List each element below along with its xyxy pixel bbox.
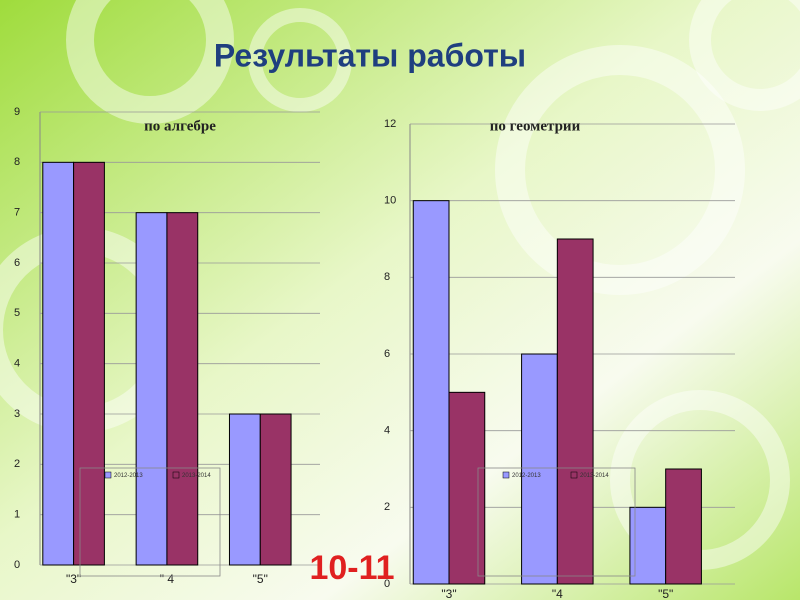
y-tick-label: 4: [384, 425, 390, 437]
legend-label: 2013-2014: [182, 473, 211, 479]
y-tick-label: 2: [384, 501, 390, 513]
x-tick-label: "4: [552, 587, 563, 600]
y-tick-label: 2: [14, 458, 20, 470]
y-tick-label: 9: [14, 106, 20, 118]
bar: [556, 238, 594, 585]
x-tick-label: "5": [253, 572, 268, 586]
y-tick-label: 8: [14, 156, 20, 168]
y-tick-label: 6: [384, 348, 390, 360]
y-tick-label: 4: [14, 358, 20, 370]
legend-box: [477, 467, 636, 577]
legend-label: 2012-2013: [114, 473, 143, 479]
y-tick-label: 5: [14, 307, 20, 319]
legend-label: 2012-2013: [512, 473, 541, 479]
bar: [42, 161, 75, 566]
bar: [521, 353, 558, 585]
legend-swatch: [172, 471, 180, 479]
chart-title: по алгебре: [144, 118, 216, 134]
y-tick-label: 3: [14, 408, 20, 420]
y-tick-label: 7: [14, 207, 20, 219]
x-tick-label: "3": [441, 587, 456, 600]
x-tick-label: " 4: [160, 572, 175, 586]
legend-label: 2013-2014: [580, 473, 609, 479]
legend-swatch: [502, 471, 510, 479]
bar: [448, 391, 486, 585]
x-tick-label: "5": [658, 587, 673, 600]
y-tick-label: 0: [384, 578, 390, 590]
bar: [665, 468, 702, 585]
legend-swatch: [570, 471, 578, 479]
y-tick-label: 12: [384, 118, 396, 130]
bar: [629, 506, 667, 585]
bar: [73, 161, 105, 566]
legend-swatch: [104, 471, 112, 479]
bar: [135, 212, 168, 566]
bar: [412, 200, 450, 585]
y-tick-label: 1: [14, 509, 20, 521]
y-tick-label: 0: [14, 559, 20, 571]
bar: [166, 212, 199, 566]
legend-box: [79, 467, 221, 577]
bar: [259, 413, 292, 566]
bar: [228, 413, 261, 566]
chart-title: по геометрии: [490, 118, 581, 134]
grade-label: 10-11: [309, 549, 394, 587]
y-tick-label: 10: [384, 195, 396, 207]
slide-title: Результаты работы: [214, 37, 526, 73]
x-tick-label: "3": [66, 572, 81, 586]
y-tick-label: 8: [384, 271, 390, 283]
y-tick-label: 6: [14, 257, 20, 269]
